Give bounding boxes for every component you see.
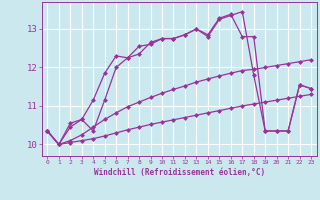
X-axis label: Windchill (Refroidissement éolien,°C): Windchill (Refroidissement éolien,°C) [94, 168, 265, 177]
